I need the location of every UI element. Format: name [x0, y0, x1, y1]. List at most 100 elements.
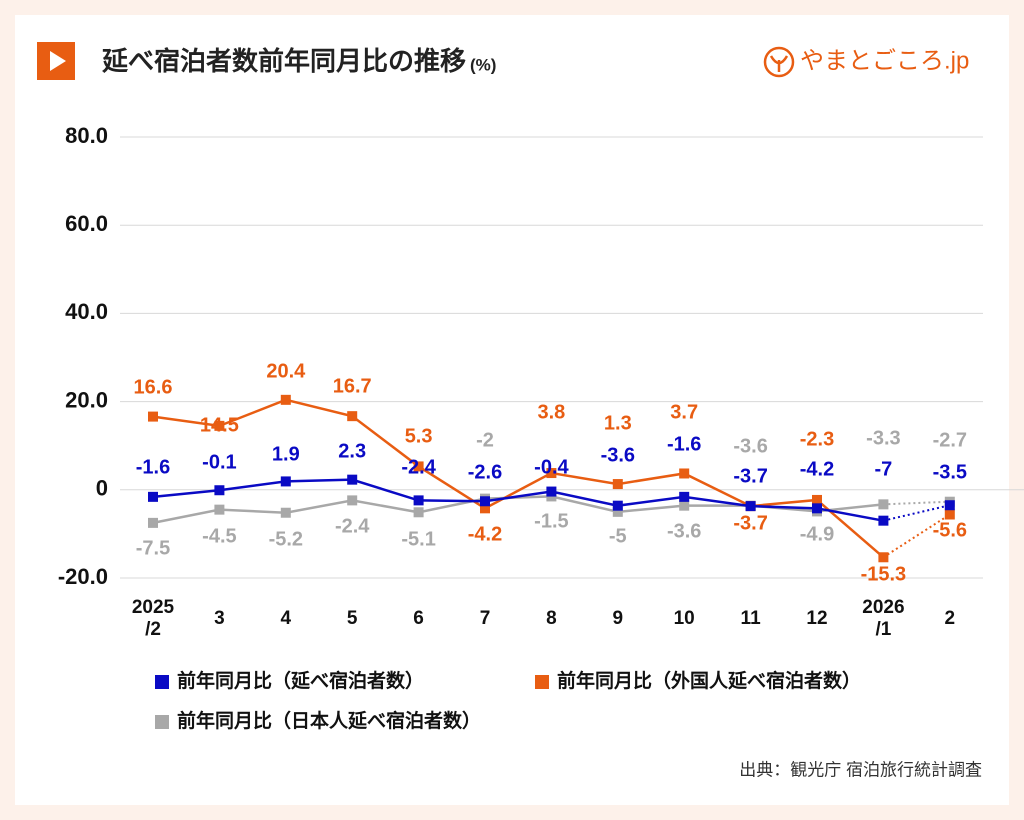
x-tick-label: 2 [944, 608, 956, 629]
data-label: -7 [875, 458, 893, 480]
data-label: -2.7 [933, 429, 967, 451]
point [148, 491, 158, 502]
legend-swatch [155, 715, 169, 729]
x-tick-label: 7 [479, 608, 491, 629]
point [280, 394, 291, 405]
data-label: -1.6 [136, 456, 170, 478]
series-line [152, 495, 884, 525]
data-label: -3.6 [601, 444, 635, 466]
data-label: 3.7 [670, 401, 698, 423]
point [546, 468, 557, 479]
data-label: 3.8 [537, 401, 565, 423]
data-label: -3.6 [733, 435, 767, 457]
brand-logo [763, 46, 795, 78]
point [878, 515, 889, 526]
y-tick-label: 60.0 [65, 211, 108, 236]
point [812, 503, 822, 514]
point [413, 495, 424, 506]
data-label: -4.5 [202, 525, 236, 547]
x-tick-label: 5 [346, 608, 358, 629]
data-label: 1.9 [272, 443, 300, 465]
x-tick-label: 6 [413, 608, 424, 629]
legend-swatch [535, 675, 549, 689]
point [546, 486, 557, 497]
point [612, 479, 623, 490]
chart-title: 延べ宿泊者数前年同月比の推移 [101, 46, 466, 76]
point [679, 491, 690, 502]
point [944, 509, 955, 520]
point [148, 411, 158, 422]
data-label: 5.3 [405, 425, 433, 447]
x-tick-label: 4 [280, 608, 292, 629]
legend-swatch [155, 675, 169, 689]
brand-logo-mark [769, 55, 789, 72]
data-label: -3.3 [866, 427, 900, 449]
data-label: -2.3 [800, 428, 834, 450]
point [812, 494, 822, 505]
y-tick-label: 20.0 [65, 387, 108, 412]
data-label: -3.7 [733, 512, 767, 534]
data-label: -4.2 [800, 458, 834, 480]
card [15, 15, 1009, 805]
data-label: 16.6 [134, 376, 173, 398]
data-label: -3.5 [933, 461, 967, 483]
data-label: -4.9 [800, 523, 834, 545]
x-tick-label: 8 [546, 608, 557, 629]
data-label: 20.4 [266, 360, 306, 382]
data-label: -15.3 [861, 563, 907, 585]
data-label: -2 [476, 429, 494, 451]
legend-label: 前年同月比（外国人延べ宿泊者数） [557, 669, 861, 692]
point [280, 507, 291, 518]
x-tick-label: 11 [740, 608, 761, 629]
x-tick-label: 2025 /2 [131, 597, 175, 640]
data-label: -2.4 [401, 456, 436, 478]
data-label: -3.6 [667, 520, 701, 542]
point [347, 474, 358, 485]
point [347, 411, 358, 422]
series-line-dotted [882, 513, 951, 559]
data-label: -5.1 [401, 528, 435, 550]
data-label: 1.3 [604, 412, 632, 434]
point [214, 504, 225, 515]
point [413, 507, 424, 518]
x-tick-label: 3 [214, 608, 225, 629]
point [878, 552, 889, 563]
point [347, 495, 358, 506]
x-tick-label: 9 [612, 608, 624, 629]
y-tick-label: -20.0 [58, 564, 108, 589]
data-label: 16.7 [333, 375, 372, 397]
title-icon-arrow [50, 51, 66, 71]
brand-name: やまとごころ.jp [800, 47, 969, 74]
point [413, 461, 424, 472]
data-label: -3.7 [733, 465, 767, 487]
point [612, 500, 623, 511]
data-label: -5 [609, 525, 627, 547]
legend-label: 前年同月比（延べ宿泊者数） [177, 669, 424, 692]
point [679, 468, 690, 479]
data-label: -4.2 [468, 523, 502, 545]
point [944, 500, 955, 511]
y-tick-label: 0 [96, 476, 108, 501]
data-label: -1.5 [534, 510, 568, 532]
data-label: 14.5 [200, 414, 239, 436]
point [214, 485, 225, 496]
data-label: -2.4 [335, 515, 370, 537]
point [679, 500, 690, 511]
point [480, 503, 490, 514]
data-label: -7.5 [136, 537, 170, 559]
series-line [152, 398, 885, 559]
data-label: -5.6 [933, 519, 967, 541]
data-label: -2.6 [468, 461, 502, 483]
y-tick-label: 40.0 [65, 299, 108, 324]
data-label: -0.4 [534, 456, 569, 478]
source: 出典：観光庁 宿泊旅行統計調査 [739, 760, 982, 779]
point [214, 420, 225, 431]
series-line [152, 478, 884, 522]
point [148, 517, 158, 528]
y-tick-label: 80.0 [65, 123, 108, 148]
series-line-dotted [883, 504, 951, 522]
point [280, 476, 291, 487]
legend-label: 前年同月比（日本人延べ宿泊者数） [177, 709, 481, 732]
